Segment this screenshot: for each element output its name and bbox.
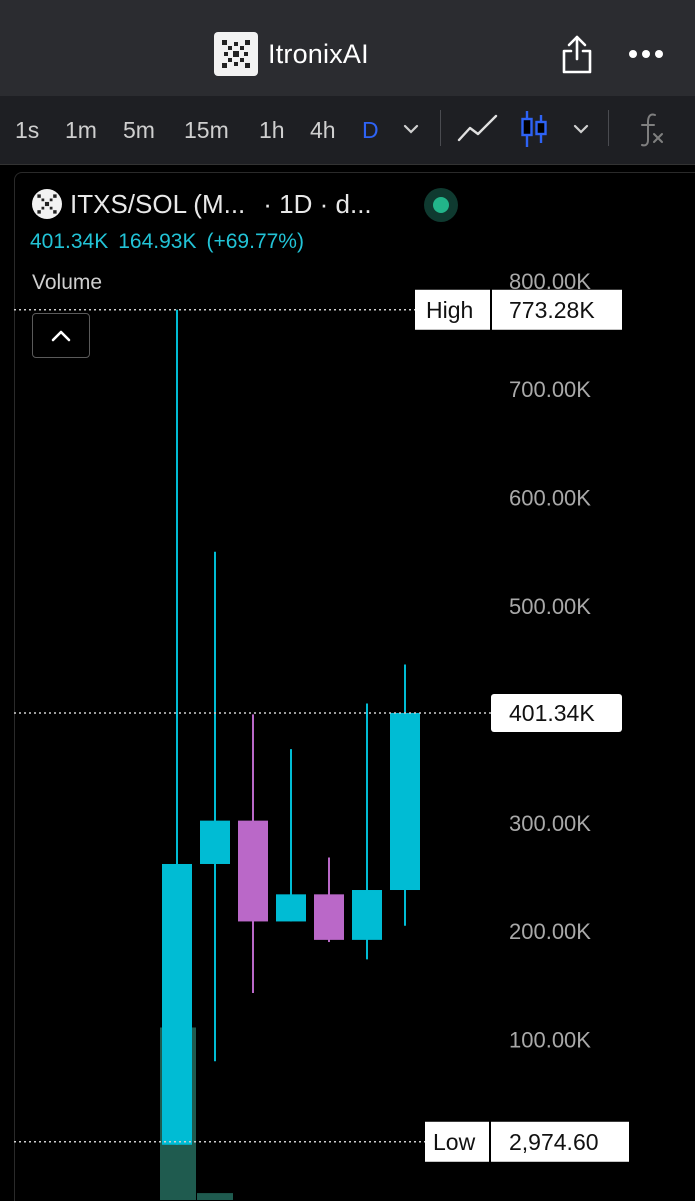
- low-value-label: 2,974.60: [509, 1129, 599, 1155]
- symbol-header[interactable]: ITXS/SOL (M... · 1D · d...: [32, 184, 372, 224]
- price-change-percent: (+69.77%): [206, 230, 304, 253]
- timeframe-4h[interactable]: 4h: [310, 117, 336, 143]
- last-price-tag: [491, 693, 622, 732]
- y-axis-tick-label: 100.00K: [509, 1028, 591, 1053]
- candle-body[interactable]: [314, 894, 344, 940]
- volume-indicator-label[interactable]: Volume: [32, 271, 103, 294]
- brand: ItronixAI: [214, 31, 369, 77]
- token-logo-icon: [32, 189, 62, 219]
- price-summary: 401.34K 164.93K (+69.77%): [30, 230, 304, 254]
- timeframe-1h[interactable]: 1h: [259, 117, 285, 143]
- last-price-label: 401.34K: [509, 700, 595, 726]
- candle-body[interactable]: [276, 894, 306, 922]
- top-bar: ItronixAI: [0, 0, 695, 96]
- low-tag-box: [425, 1121, 489, 1162]
- chevron-down-icon[interactable]: [570, 118, 592, 145]
- volume-bar[interactable]: [197, 1193, 233, 1200]
- toolbar-divider: [608, 110, 609, 146]
- low-value-box: [491, 1121, 629, 1162]
- symbol-interval: · 1D · d...: [263, 188, 372, 219]
- function-icon[interactable]: [637, 110, 667, 155]
- y-axis-tick-label: 800.00K: [509, 269, 591, 294]
- collapse-legend-button[interactable]: [32, 313, 90, 358]
- y-axis-tick-label: 300.00K: [509, 811, 591, 836]
- candle-body[interactable]: [352, 890, 382, 940]
- y-axis-tick-label: 700.00K: [509, 377, 591, 402]
- candlestick-icon[interactable]: [519, 108, 549, 155]
- low-label: Low: [433, 1129, 476, 1155]
- candle-body[interactable]: [162, 863, 192, 1145]
- itronix-logo-icon: [214, 32, 258, 76]
- high-tag-box: [415, 289, 490, 330]
- timeframe-5m[interactable]: 5m: [123, 117, 155, 143]
- toolbar-divider: [440, 110, 441, 146]
- timeframe-1s[interactable]: 1s: [15, 117, 40, 143]
- chevron-down-icon[interactable]: [400, 118, 422, 145]
- candle-body[interactable]: [200, 820, 230, 864]
- timeframe-15m[interactable]: 15m: [184, 117, 229, 143]
- high-value-label: 773.28K: [509, 297, 595, 323]
- app-title: ItronixAI: [268, 38, 369, 69]
- share-icon[interactable]: [559, 33, 595, 75]
- last-price: 401.34K: [30, 230, 109, 253]
- price-change: 164.93K: [118, 230, 197, 253]
- y-axis-tick-label: 500.00K: [509, 594, 591, 619]
- chart-panel[interactable]: [14, 172, 695, 1201]
- high-value-box: [492, 289, 622, 330]
- more-options-icon[interactable]: [628, 44, 664, 64]
- candle-body[interactable]: [390, 712, 420, 891]
- y-axis-tick-label: 600.00K: [509, 486, 591, 511]
- chevron-up-icon: [51, 330, 71, 341]
- candle-body[interactable]: [238, 820, 268, 922]
- timeframe-1m[interactable]: 1m: [65, 117, 97, 143]
- high-label: High: [426, 297, 473, 323]
- y-axis-tick-label: 200.00K: [509, 919, 591, 944]
- symbol-name: ITXS/SOL (M...: [70, 188, 246, 219]
- timeframe-d[interactable]: D: [362, 117, 379, 143]
- chart-toolbar: 1s 1m 5m 15m 1h 4h D: [0, 96, 695, 165]
- market-status-indicator: [424, 188, 458, 222]
- line-chart-icon[interactable]: [456, 112, 500, 151]
